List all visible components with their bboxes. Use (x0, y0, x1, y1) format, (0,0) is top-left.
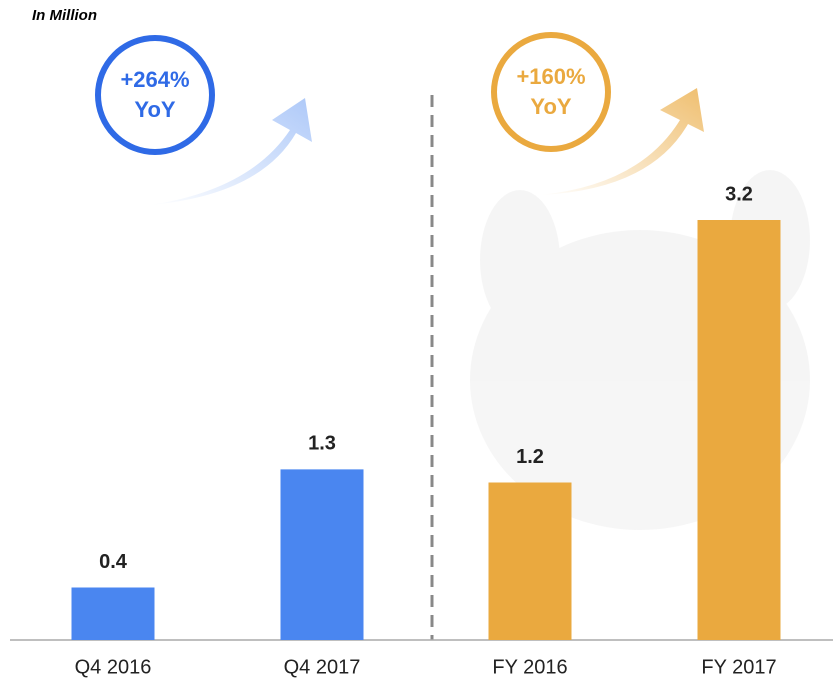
annotation-circle (491, 32, 611, 152)
bar (697, 220, 781, 640)
growth-arrow (540, 88, 704, 195)
annotation-text: +264% (120, 67, 189, 92)
x-tick-label: FY 2016 (492, 656, 567, 678)
growth-arrow (150, 98, 312, 205)
x-tick-label: Q4 2017 (284, 656, 361, 678)
annotation-circle (95, 35, 215, 155)
bar (280, 469, 364, 640)
value-label: 1.2 (516, 446, 544, 468)
chart-subtitle: In Million (32, 7, 97, 24)
annotation-text: YoY (134, 97, 175, 122)
annotation-text: YoY (530, 94, 571, 119)
x-tick-label: FY 2017 (701, 656, 776, 678)
annotation-text: +160% (516, 64, 585, 89)
bar (71, 587, 155, 640)
x-tick-label: Q4 2016 (75, 656, 152, 678)
value-label: 1.3 (308, 433, 336, 455)
value-label: 3.2 (725, 183, 753, 205)
value-label: 0.4 (99, 551, 128, 573)
bar (488, 482, 572, 640)
